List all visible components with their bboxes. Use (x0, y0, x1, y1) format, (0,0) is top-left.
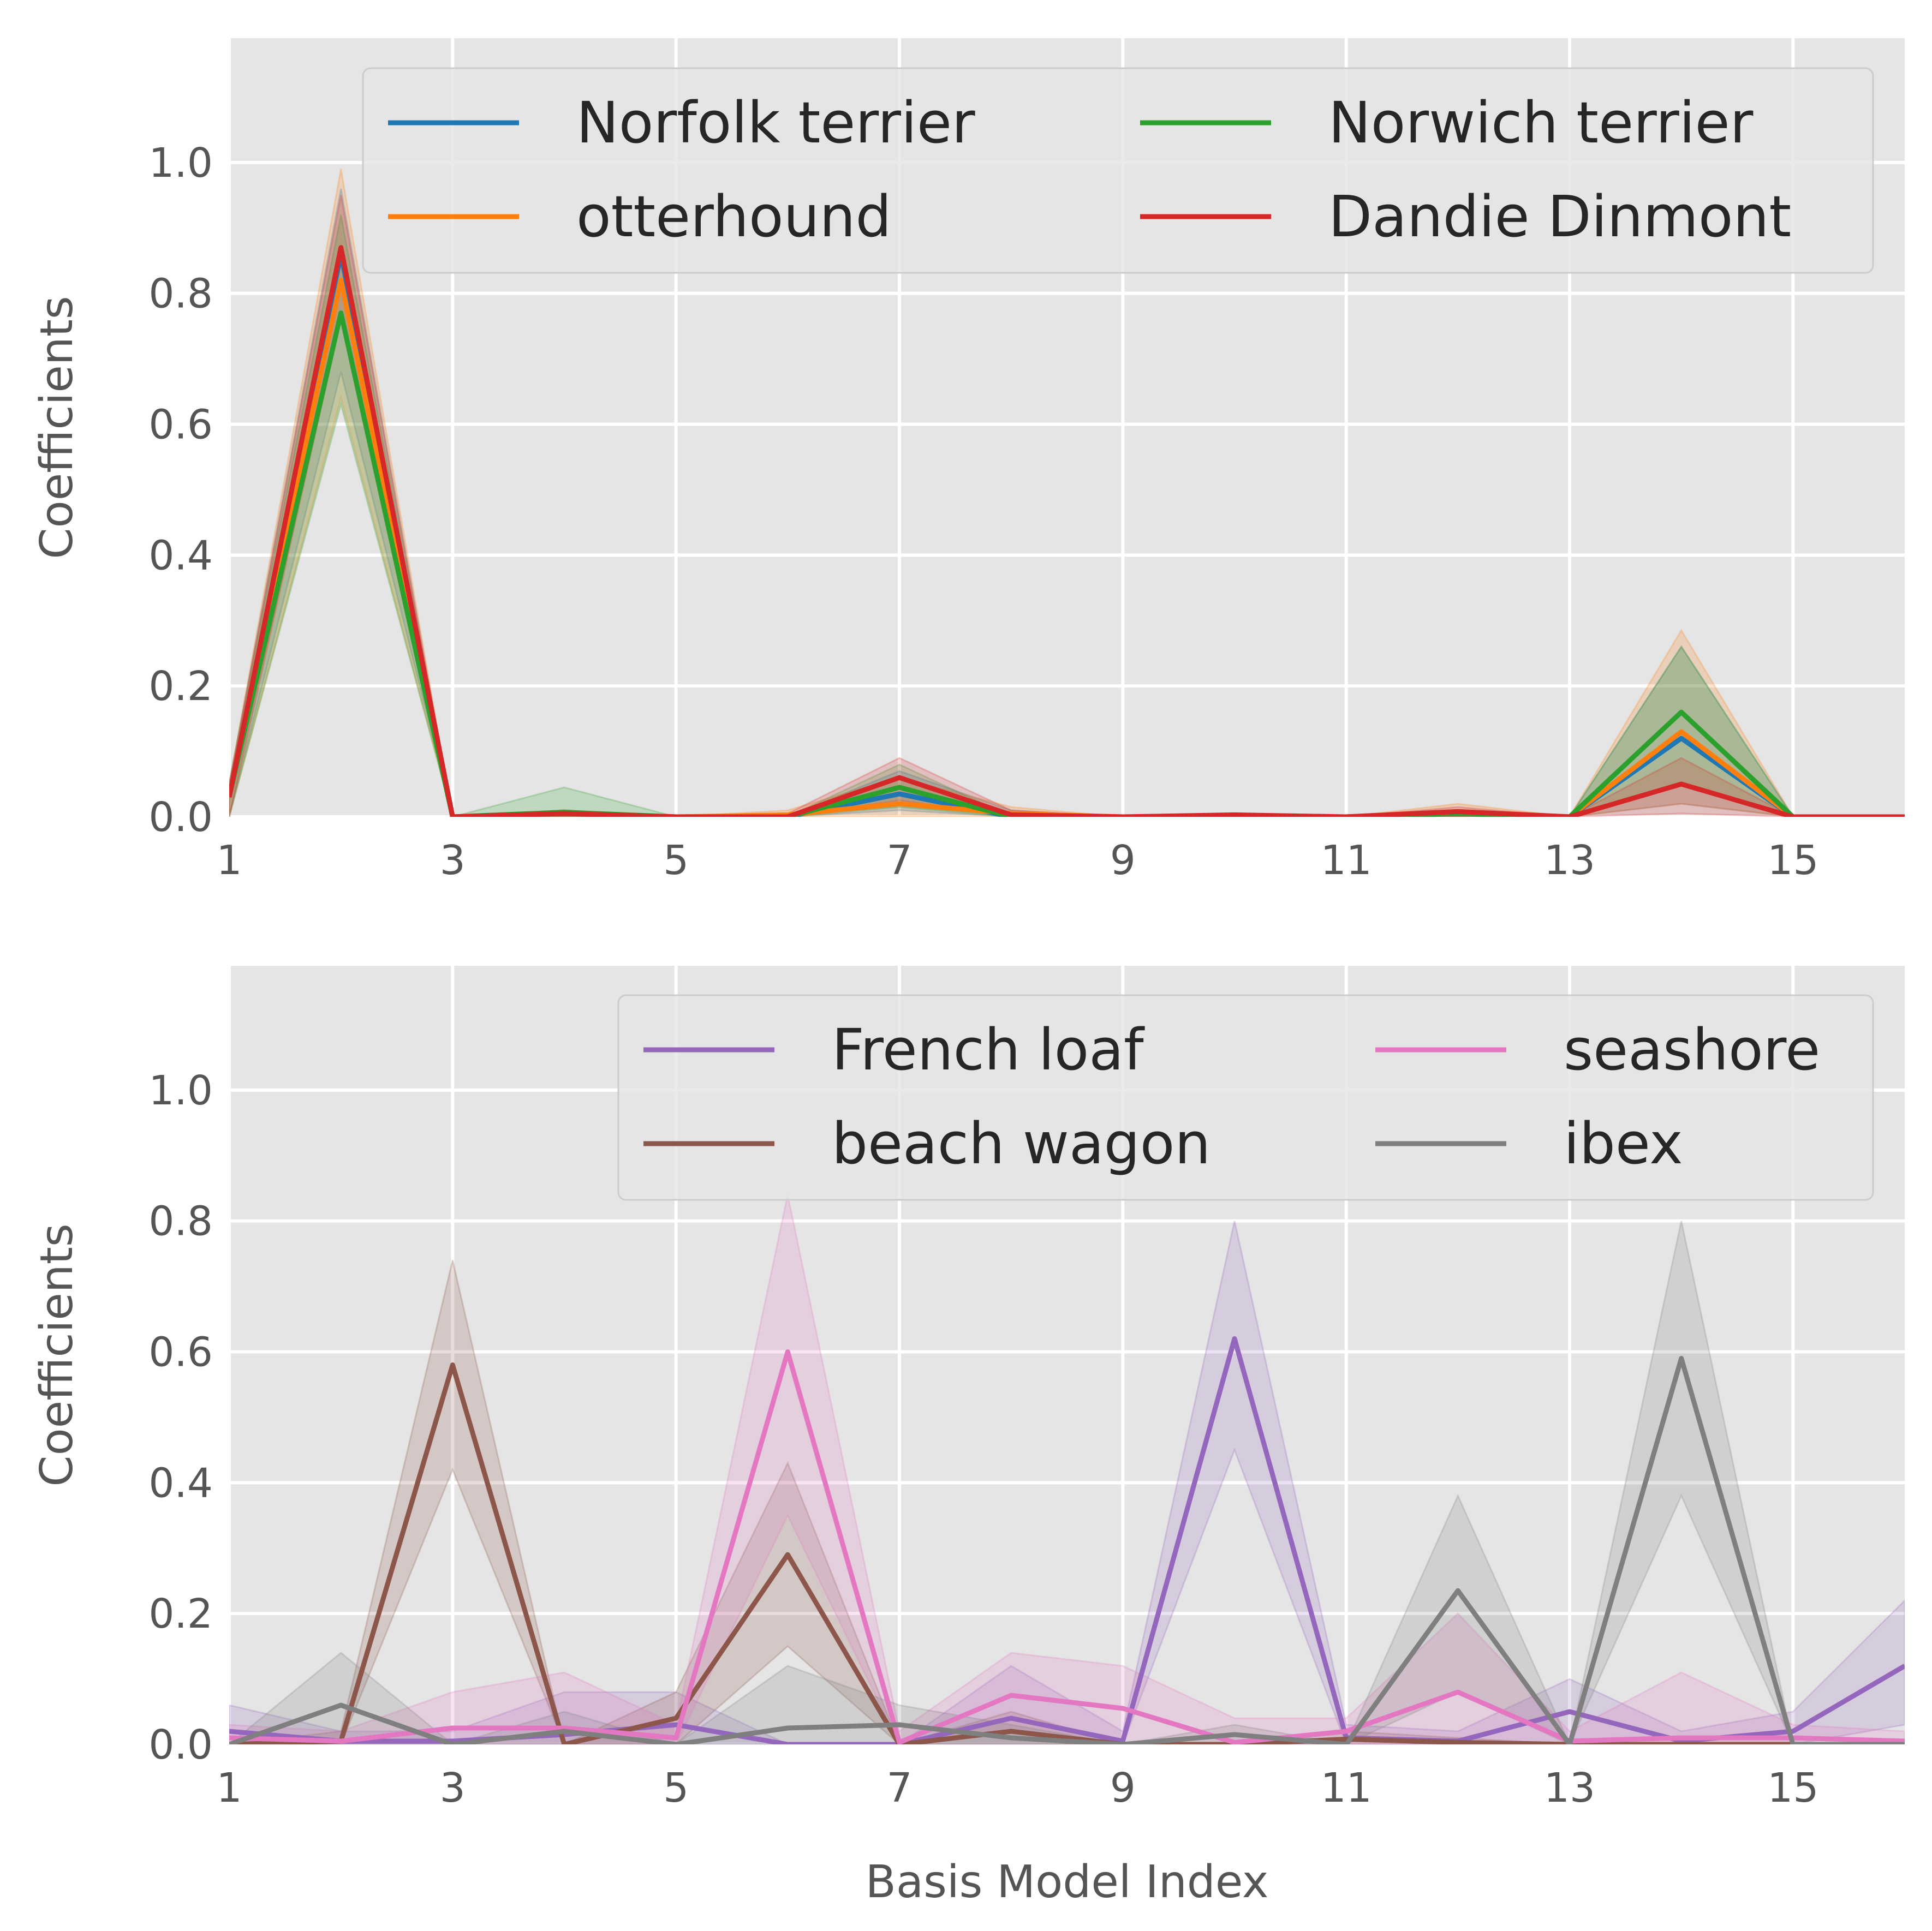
x-axis-label: Basis Model Index (866, 1856, 1269, 1908)
x-tick-label: 15 (1767, 837, 1818, 884)
y-tick-label: 0.2 (148, 1591, 213, 1637)
y-tick-label: 0.8 (148, 271, 213, 318)
y-tick-label: 0.6 (148, 1329, 213, 1376)
y-tick-label: 0.8 (148, 1198, 213, 1245)
y-tick-label: 0.0 (148, 794, 213, 841)
legend-label-otterhound: otterhound (576, 183, 891, 250)
x-tick-label: 11 (1321, 837, 1372, 884)
y-axis-label: Coefficients (31, 1223, 83, 1486)
chart-panel-1: 1 3 5 7 9 11 13 150.00.20.40.60.81.0Coefficient… (31, 38, 1905, 884)
x-tick-label: 1 (216, 1765, 242, 1812)
y-tick-label: 1.0 (148, 140, 213, 187)
x-tick-label: 13 (1544, 837, 1595, 884)
x-tick-label: 9 (1110, 837, 1136, 884)
legend-label-seashore: seashore (1564, 1017, 1820, 1083)
plot-area (229, 1194, 1905, 1744)
x-tick-label: 7 (886, 1765, 912, 1812)
x-tick-label: 5 (663, 837, 689, 884)
series-line-ibex (229, 1356, 1905, 1744)
x-tick-label: 5 (663, 1765, 689, 1812)
x-tick-label: 3 (440, 1765, 466, 1812)
x-tick-label: 1 (216, 837, 242, 884)
chart-panel-2: 1 3 5 7 9 11 13 150.00.20.40.60.81.0Coefficient… (31, 966, 1905, 1908)
band-otterhound (229, 169, 1905, 817)
legend: French loaf beach wagon seashore ibex (617, 994, 1874, 1201)
series-line-dandie-dinmont (229, 245, 1905, 817)
legend-label-beach-wagon: beach wagon (832, 1110, 1211, 1177)
band-ibex (229, 1221, 1905, 1744)
x-tick-label: 13 (1544, 1765, 1595, 1812)
x-tick-label: 15 (1767, 1765, 1818, 1812)
band-beach-wagon (229, 1260, 1905, 1744)
y-tick-label: 0.0 (148, 1721, 213, 1768)
legend: Norfolk terrier otterhound Norwich terrier… (362, 67, 1874, 274)
legend-label-french-loaf: French loaf (832, 1017, 1145, 1083)
band-seashore (229, 1194, 1905, 1744)
y-tick-label: 0.6 (148, 402, 213, 449)
y-tick-label: 1.0 (148, 1067, 213, 1114)
y-tick-label: 0.4 (148, 1460, 213, 1506)
x-tick-label: 11 (1321, 1765, 1372, 1812)
series-line-seashore (229, 1349, 1905, 1744)
y-tick-label: 0.4 (148, 532, 213, 579)
x-tick-label: 3 (440, 837, 466, 884)
x-tick-label: 7 (886, 837, 912, 884)
legend-label-ibex: ibex (1564, 1110, 1683, 1177)
legend-label-dandie-dinmont: Dandie Dinmont (1328, 183, 1791, 250)
legend-label-norwich-terrier: Norwich terrier (1328, 89, 1754, 156)
x-tick-label: 9 (1110, 1765, 1136, 1812)
legend-box (362, 67, 1874, 274)
band-dandie-dinmont (229, 195, 1905, 817)
series-line-beach-wagon (229, 1362, 1905, 1744)
legend-box (617, 994, 1874, 1201)
y-axis-label: Coefficients (31, 296, 83, 559)
legend-label-norfolk-terrier: Norfolk terrier (576, 89, 975, 156)
y-tick-label: 0.2 (148, 663, 213, 710)
plot-area (229, 169, 1905, 817)
